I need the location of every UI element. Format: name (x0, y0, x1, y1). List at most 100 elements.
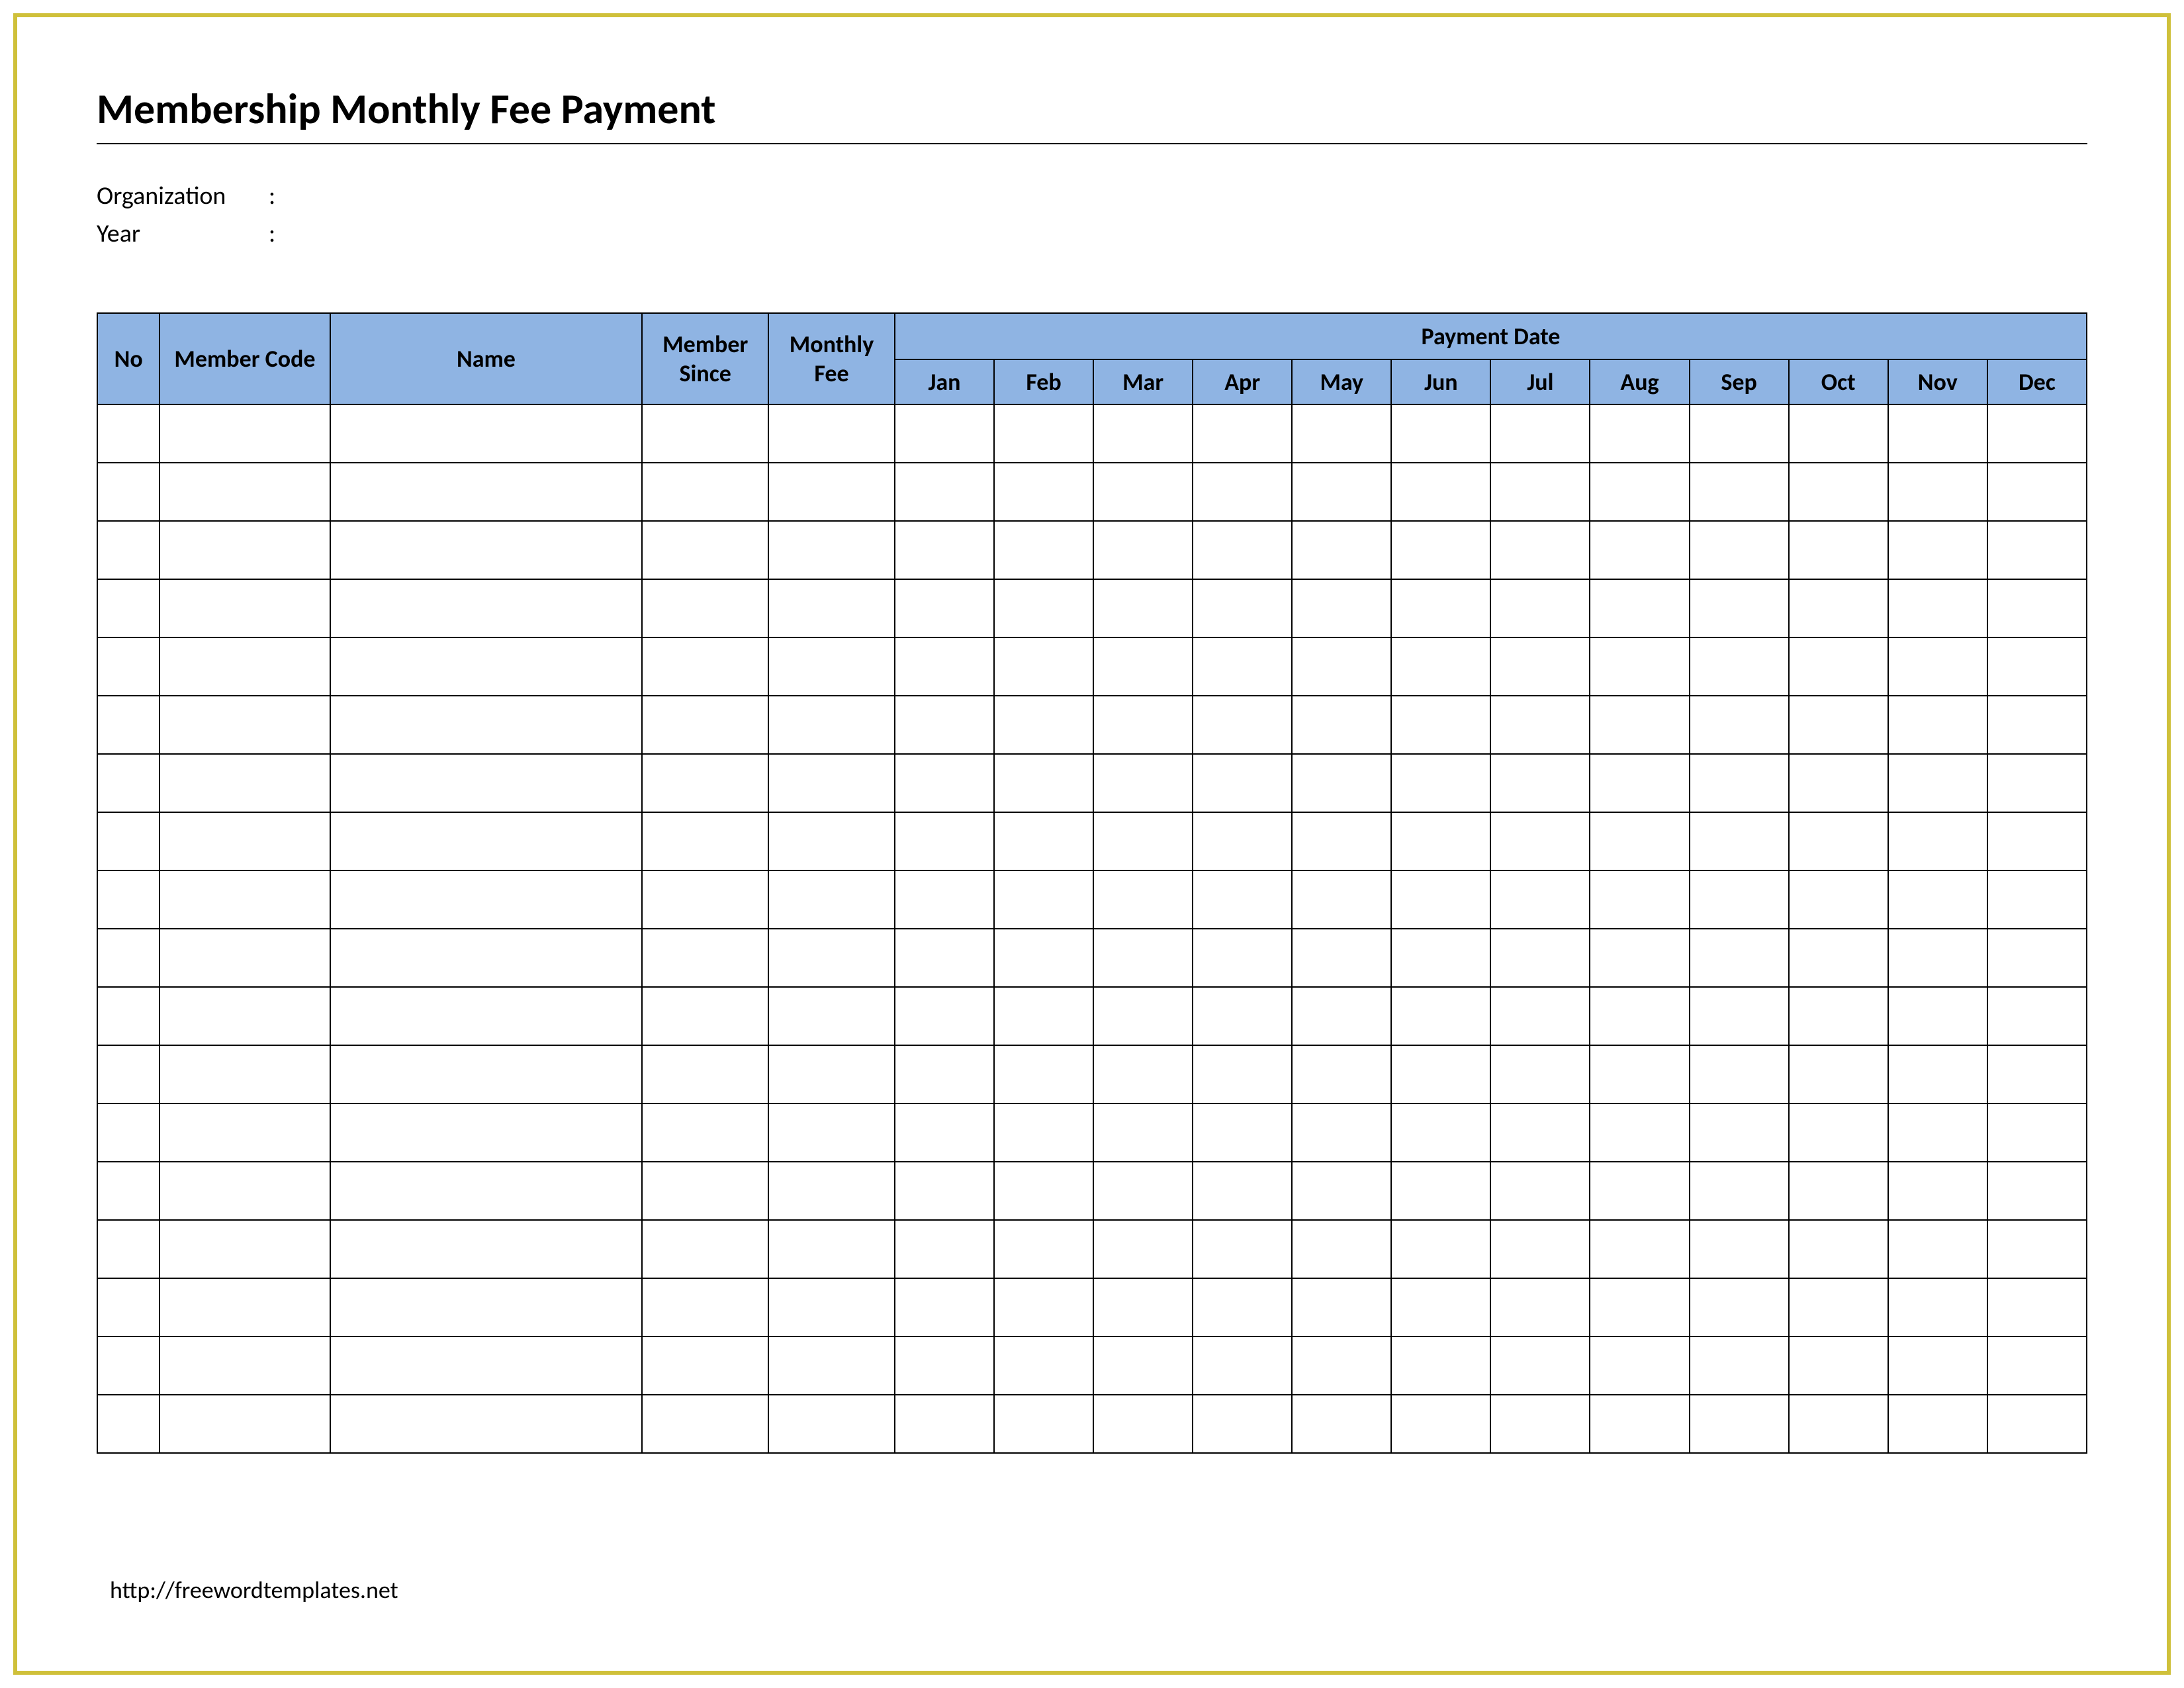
table-cell (642, 812, 768, 870)
table-cell (1391, 1395, 1490, 1453)
table-cell (642, 1162, 768, 1220)
table-cell (895, 463, 994, 521)
table-cell (97, 1103, 159, 1162)
table-cell (330, 870, 643, 929)
table-cell (1490, 1395, 1590, 1453)
table-cell (1987, 1336, 2087, 1395)
table-cell (1292, 1220, 1391, 1278)
header-member-code: Member Code (159, 313, 330, 404)
table-cell (895, 579, 994, 637)
table-cell (1690, 1220, 1789, 1278)
table-cell (895, 1336, 994, 1395)
table-cell (768, 1045, 895, 1103)
table-cell (1789, 521, 1888, 579)
table-body (97, 404, 2087, 1453)
table-cell (1391, 637, 1490, 696)
table-cell (768, 637, 895, 696)
payment-table: No Member Code Name Member Since Monthly… (97, 312, 2087, 1454)
table-cell (330, 579, 643, 637)
table-cell (159, 754, 330, 812)
table-cell (1490, 521, 1590, 579)
table-cell (1987, 696, 2087, 754)
table-cell (159, 521, 330, 579)
table-cell (994, 1045, 1093, 1103)
table-cell (1193, 1336, 1292, 1395)
table-cell (1292, 1336, 1391, 1395)
table-cell (330, 521, 643, 579)
meta-year: Year : (97, 215, 2087, 253)
table-cell (1789, 637, 1888, 696)
table-row (97, 579, 2087, 637)
table-cell (1490, 870, 1590, 929)
table-cell (1789, 579, 1888, 637)
table-cell (330, 1336, 643, 1395)
table-cell (1590, 929, 1689, 987)
table-cell (159, 463, 330, 521)
table-cell (330, 1045, 643, 1103)
table-cell (1292, 987, 1391, 1045)
table-cell (994, 870, 1093, 929)
table-cell (1391, 1045, 1490, 1103)
table-cell (1093, 870, 1193, 929)
table-cell (1987, 1395, 2087, 1453)
table-cell (1888, 463, 1987, 521)
table-row (97, 1220, 2087, 1278)
table-cell (330, 929, 643, 987)
header-month-sep: Sep (1690, 359, 1789, 404)
table-cell (768, 521, 895, 579)
table-cell (1292, 1395, 1391, 1453)
table-cell (97, 1045, 159, 1103)
table-cell (895, 812, 994, 870)
table-cell (1987, 987, 2087, 1045)
table-cell (642, 1103, 768, 1162)
table-cell (97, 987, 159, 1045)
table-cell (1888, 404, 1987, 463)
table-cell (1292, 463, 1391, 521)
table-cell (1690, 812, 1789, 870)
table-cell (1789, 1278, 1888, 1336)
table-cell (768, 1278, 895, 1336)
table-cell (97, 1278, 159, 1336)
table-cell (1987, 521, 2087, 579)
table-cell (1888, 870, 1987, 929)
table-cell (895, 754, 994, 812)
table-cell (1690, 1336, 1789, 1395)
table-cell (994, 929, 1093, 987)
table-cell (1391, 1162, 1490, 1220)
table-cell (768, 579, 895, 637)
table-cell (1590, 812, 1689, 870)
table-cell (1590, 1278, 1689, 1336)
table-cell (994, 1278, 1093, 1336)
table-cell (97, 1336, 159, 1395)
table-cell (1987, 1045, 2087, 1103)
table-cell (1987, 1103, 2087, 1162)
table-cell (1391, 812, 1490, 870)
table-cell (1292, 1278, 1391, 1336)
table-cell (1690, 404, 1789, 463)
table-cell (1391, 1278, 1490, 1336)
table-cell (768, 929, 895, 987)
table-cell (642, 1045, 768, 1103)
table-cell (1789, 696, 1888, 754)
table-cell (895, 870, 994, 929)
table-cell (330, 637, 643, 696)
table-cell (994, 637, 1093, 696)
table-cell (97, 637, 159, 696)
table-cell (1590, 1395, 1689, 1453)
table-cell (1590, 987, 1689, 1045)
table-cell (994, 696, 1093, 754)
year-label: Year (97, 215, 269, 253)
table-cell (1789, 1103, 1888, 1162)
table-cell (768, 696, 895, 754)
table-cell (1690, 987, 1789, 1045)
table-cell (1987, 463, 2087, 521)
header-name: Name (330, 313, 643, 404)
table-cell (330, 754, 643, 812)
table-row (97, 870, 2087, 929)
table-cell (1888, 637, 1987, 696)
table-cell (97, 870, 159, 929)
table-cell (330, 1162, 643, 1220)
table-cell (1391, 929, 1490, 987)
table-cell (97, 463, 159, 521)
table-cell (642, 987, 768, 1045)
